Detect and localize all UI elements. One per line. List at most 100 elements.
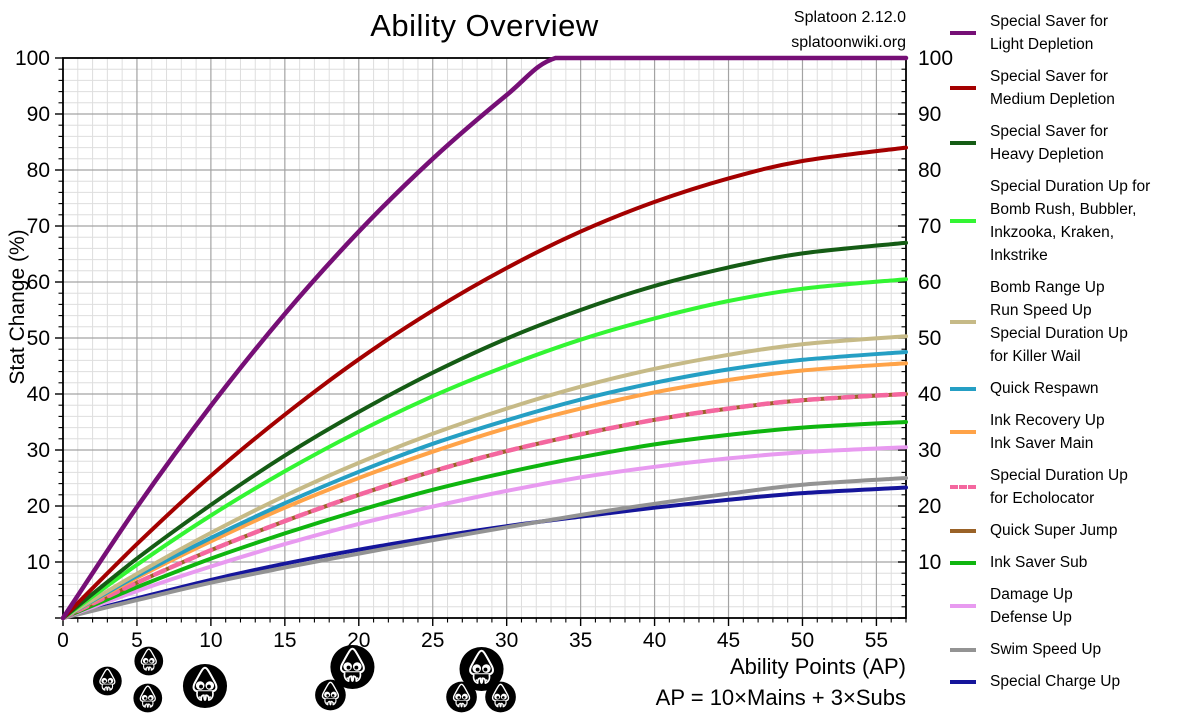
legend: Special Saver for Light Depletion Special …	[950, 10, 1196, 693]
legend-swatch-quick-respawn	[950, 386, 976, 391]
legend-label-special-charge-up: Special Charge Up	[990, 670, 1120, 693]
legend-label-line: Ink Saver Main	[990, 435, 1094, 452]
credits: Splatoon 2.12.0 splatoonwiki.org	[791, 6, 906, 56]
y-tick-label-left: 50	[27, 327, 50, 350]
page-title: Ability Overview	[370, 8, 599, 43]
x-tick-label: 10	[199, 629, 222, 652]
y-tick-label-right: 90	[918, 103, 941, 126]
x-axis-title: Ability Points (AP)	[729, 654, 906, 679]
legend-swatch-special-saver-heavy	[950, 141, 976, 145]
series-line-swim-speed-up	[61, 476, 908, 620]
legend-label-line: for Killer Wail	[990, 348, 1081, 365]
y-tick-label-right: 60	[918, 271, 941, 294]
series-line-special-duration-echolocator	[60, 391, 909, 621]
legend-label-line: Bomb Range Up	[990, 279, 1105, 296]
legend-label-line: Special Charge Up	[990, 673, 1121, 690]
x-tick-label: 45	[717, 629, 740, 652]
legend-label-bomb-range-run-speed: Bomb Range Up Run Speed Up Special Duratio…	[990, 276, 1128, 368]
legend-label-line: for Echolocator	[990, 490, 1095, 507]
legend-swatch-special-duration-echolocator	[950, 485, 976, 489]
x-tick-label: 50	[791, 629, 814, 652]
legend-swatch-special-duration-up	[950, 219, 976, 223]
x-axis-formula: AP = 10×Mains + 3×Subs	[655, 685, 906, 710]
y-tick-label-right: 50	[918, 327, 941, 350]
y-tick-label-left: 10	[27, 551, 50, 574]
legend-label-line: Damage Up	[990, 586, 1073, 603]
legend-label-line: Special Saver for	[990, 123, 1109, 140]
legend-label-line: Special Saver for	[990, 13, 1109, 30]
legend-label-line: Ink Recovery Up	[990, 412, 1105, 429]
legend-label-line: Swim Speed Up	[990, 641, 1102, 658]
legend-swatch-ink-recovery-ink-saver-main	[950, 430, 976, 434]
squid-icon	[445, 681, 478, 713]
series-line-special-saver-medium	[61, 145, 908, 620]
legend-label-line: Bomb Rush, Bubbler,	[990, 201, 1137, 218]
legend-item-special-duration-up: Special Duration Up for Bomb Rush, Bubble…	[950, 175, 1196, 267]
x-tick-label: 0	[57, 629, 69, 652]
legend-label-special-saver-medium: Special Saver for Medium Depletion	[990, 65, 1115, 111]
y-tick-label-left: 60	[27, 271, 50, 294]
legend-label-quick-respawn: Quick Respawn	[990, 377, 1099, 400]
legend-label-special-duration-up: Special Duration Up for Bomb Rush, Bubble…	[990, 175, 1150, 267]
x-tick-label: 35	[569, 629, 592, 652]
y-tick-label-right: 30	[918, 439, 941, 462]
x-tick-label: 55	[865, 629, 888, 652]
legend-label-line: Inkzooka, Kraken,	[990, 224, 1115, 241]
legend-item-bomb-range-run-speed: Bomb Range Up Run Speed Up Special Duratio…	[950, 276, 1196, 368]
legend-swatch-bomb-range-run-speed	[950, 320, 976, 324]
y-tick-label-left: 70	[27, 215, 50, 238]
legend-swatch-damage-defense-up	[950, 604, 976, 608]
legend-label-line: Quick Respawn	[990, 380, 1099, 397]
legend-item-swim-speed-up: Swim Speed Up	[950, 638, 1196, 661]
y-tick-label-left: 100	[15, 47, 50, 70]
legend-item-ink-recovery-ink-saver-main: Ink Recovery Up Ink Saver Main	[950, 409, 1196, 455]
y-tick-label-left: 90	[27, 103, 50, 126]
legend-swatch-special-charge-up	[950, 679, 976, 684]
x-axis-label: Ability Points (AP) AP = 10×Mains + 3×Su…	[656, 651, 906, 713]
legend-label-line: Light Depletion	[990, 36, 1094, 53]
legend-label-line: Heavy Depletion	[990, 146, 1104, 163]
series-line-damage-defense-up	[61, 445, 908, 620]
legend-label-quick-super-jump: Quick Super Jump	[990, 519, 1118, 542]
legend-label-line: Special Duration Up	[990, 325, 1128, 342]
y-tick-label-right: 20	[918, 495, 941, 518]
squid-icon	[133, 646, 164, 676]
legend-swatch-special-saver-light	[950, 31, 976, 35]
legend-label-special-saver-light: Special Saver for Light Depletion	[990, 10, 1108, 56]
legend-label-line: Special Duration Up for	[990, 178, 1151, 195]
series-line-special-saver-heavy	[61, 240, 908, 620]
squid-icon	[92, 666, 123, 696]
x-tick-label: 25	[421, 629, 444, 652]
y-tick-label-left: 20	[27, 495, 50, 518]
legend-label-ink-saver-sub: Ink Saver Sub	[990, 551, 1087, 574]
y-tick-label-right: 70	[918, 215, 941, 238]
series-line-ink-saver-sub	[61, 420, 908, 620]
squid-icon	[484, 681, 517, 713]
legend-label-damage-defense-up: Damage Up Defense Up	[990, 583, 1073, 629]
legend-label-special-duration-echolocator: Special Duration Up for Echolocator	[990, 464, 1128, 510]
x-tick-label: 40	[643, 629, 666, 652]
squid-icon	[181, 663, 228, 709]
legend-label-line: Ink Saver Sub	[990, 554, 1088, 571]
y-tick-label-right: 10	[918, 551, 941, 574]
series-line-special-saver-light	[60, 55, 909, 621]
legend-item-special-saver-light: Special Saver for Light Depletion	[950, 10, 1196, 56]
y-tick-label-left: 80	[27, 159, 50, 182]
credit-site: splatoonwiki.org	[791, 33, 906, 51]
legend-item-special-charge-up: Special Charge Up	[950, 670, 1196, 693]
legend-swatch-quick-super-jump	[950, 528, 976, 533]
legend-swatch-swim-speed-up	[950, 647, 976, 652]
series-line-ink-recovery-ink-saver-main	[61, 361, 908, 620]
legend-label-line: Medium Depletion	[990, 91, 1115, 108]
squid-icon	[329, 644, 376, 690]
legend-item-ink-saver-sub: Ink Saver Sub	[950, 551, 1196, 574]
squid-icon	[132, 683, 163, 713]
credit-version: Splatoon 2.12.0	[793, 9, 906, 26]
y-axis-label: Stat Change (%)	[6, 229, 29, 385]
legend-label-line: Inkstrike	[990, 247, 1048, 264]
x-tick-label: 15	[273, 629, 296, 652]
x-tick-label: 5	[131, 629, 143, 652]
legend-item-special-saver-heavy: Special Saver for Heavy Depletion	[950, 120, 1196, 166]
